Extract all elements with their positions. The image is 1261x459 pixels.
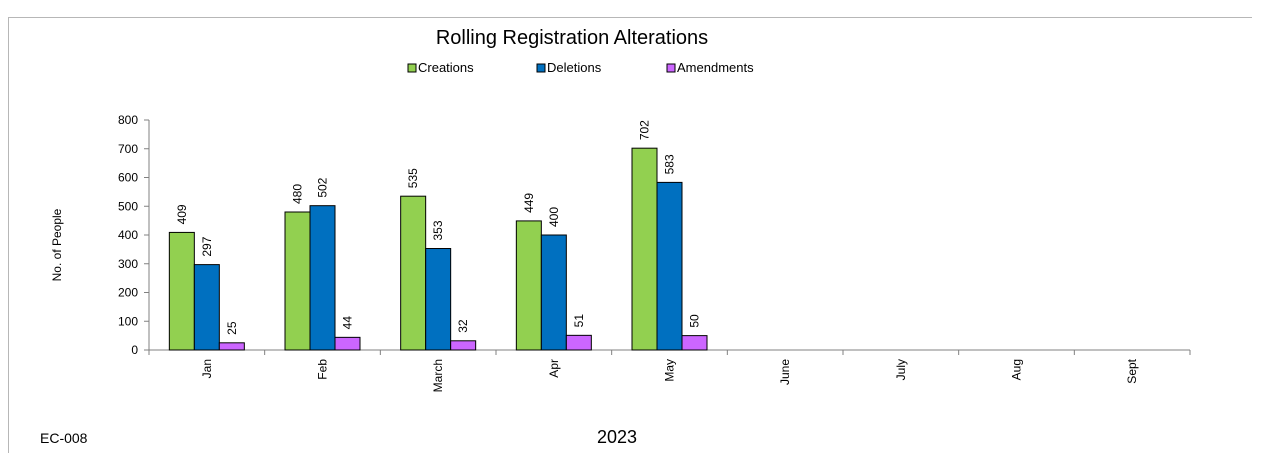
data-label-creations: 449 bbox=[522, 193, 536, 213]
data-label-deletions: 353 bbox=[431, 220, 445, 240]
y-tick-label: 200 bbox=[118, 286, 138, 300]
y-tick-label: 400 bbox=[118, 228, 138, 242]
y-axis: 0 100 200 300 400 500 600 700 800 bbox=[118, 113, 150, 357]
bar-creations bbox=[168, 231, 195, 351]
bars bbox=[168, 147, 708, 351]
y-tick-label: 100 bbox=[118, 314, 138, 328]
x-tick-label: May bbox=[663, 359, 677, 382]
legend-swatch-creations bbox=[407, 63, 417, 73]
y-tick-label: 0 bbox=[131, 343, 138, 357]
x-tick-label: Apr bbox=[547, 359, 561, 378]
legend: Creations Deletions Amendments bbox=[407, 60, 754, 75]
bar-creations bbox=[515, 220, 542, 351]
data-label-creations: 702 bbox=[638, 120, 652, 140]
bar-deletions bbox=[540, 234, 567, 351]
data-label-deletions: 502 bbox=[316, 177, 330, 197]
legend-swatch-deletions bbox=[536, 63, 546, 73]
bar-deletions bbox=[193, 264, 220, 351]
y-tick-label: 800 bbox=[118, 113, 138, 127]
bar-creations bbox=[400, 195, 427, 351]
chart-frame bbox=[8, 17, 1252, 453]
x-tick-label: Sept bbox=[1125, 358, 1139, 383]
data-label-amendments: 25 bbox=[225, 321, 239, 335]
bar-amendments bbox=[565, 334, 592, 351]
x-tick-label: Jan bbox=[200, 359, 214, 378]
x-tick-label: July bbox=[894, 359, 908, 380]
data-label-creations: 480 bbox=[291, 184, 305, 204]
bar-amendments bbox=[334, 336, 361, 351]
y-axis-title: No. of People bbox=[50, 208, 64, 281]
legend-label-creations: Creations bbox=[418, 60, 474, 75]
data-label-amendments: 32 bbox=[456, 319, 470, 333]
legend-swatch-amendments bbox=[666, 63, 676, 73]
data-label-deletions: 400 bbox=[547, 207, 561, 227]
y-tick-label: 700 bbox=[118, 142, 138, 156]
x-tick-label: Aug bbox=[1010, 359, 1024, 380]
bar-amendments bbox=[681, 335, 708, 351]
chart-title: Rolling Registration Alterations bbox=[436, 27, 708, 49]
x-axis-title: 2023 bbox=[597, 427, 637, 447]
data-label-amendments: 44 bbox=[341, 316, 355, 330]
data-labels: 409 297 25 480 502 44 535 353 32 449 400 51 702 583 50 bbox=[175, 120, 702, 335]
legend-label-amendments: Amendments bbox=[677, 60, 754, 75]
data-label-creations: 535 bbox=[406, 168, 420, 188]
y-tick-label: 300 bbox=[118, 257, 138, 271]
x-tick-label: June bbox=[778, 359, 792, 385]
bar-creations bbox=[631, 147, 658, 351]
bar-deletions bbox=[425, 248, 452, 351]
y-tick-label: 500 bbox=[118, 199, 138, 213]
data-label-amendments: 51 bbox=[572, 314, 586, 328]
legend-label-deletions: Deletions bbox=[547, 60, 602, 75]
y-tick-label: 600 bbox=[118, 171, 138, 185]
bar-amendments bbox=[218, 342, 245, 351]
data-label-creations: 409 bbox=[175, 204, 189, 224]
bar-deletions bbox=[656, 181, 683, 351]
x-tick-label: March bbox=[431, 359, 445, 392]
bar-deletions bbox=[309, 205, 336, 351]
bar-creations bbox=[284, 211, 311, 351]
data-label-deletions: 297 bbox=[200, 236, 214, 256]
data-label-deletions: 583 bbox=[663, 154, 677, 174]
x-tick-label: Feb bbox=[316, 359, 330, 380]
data-label-amendments: 50 bbox=[688, 314, 702, 328]
chart-code: EC-008 bbox=[40, 430, 88, 446]
bar-amendments bbox=[450, 340, 477, 351]
x-axis: Jan Feb March Apr May June July Aug Sept bbox=[148, 349, 1191, 392]
